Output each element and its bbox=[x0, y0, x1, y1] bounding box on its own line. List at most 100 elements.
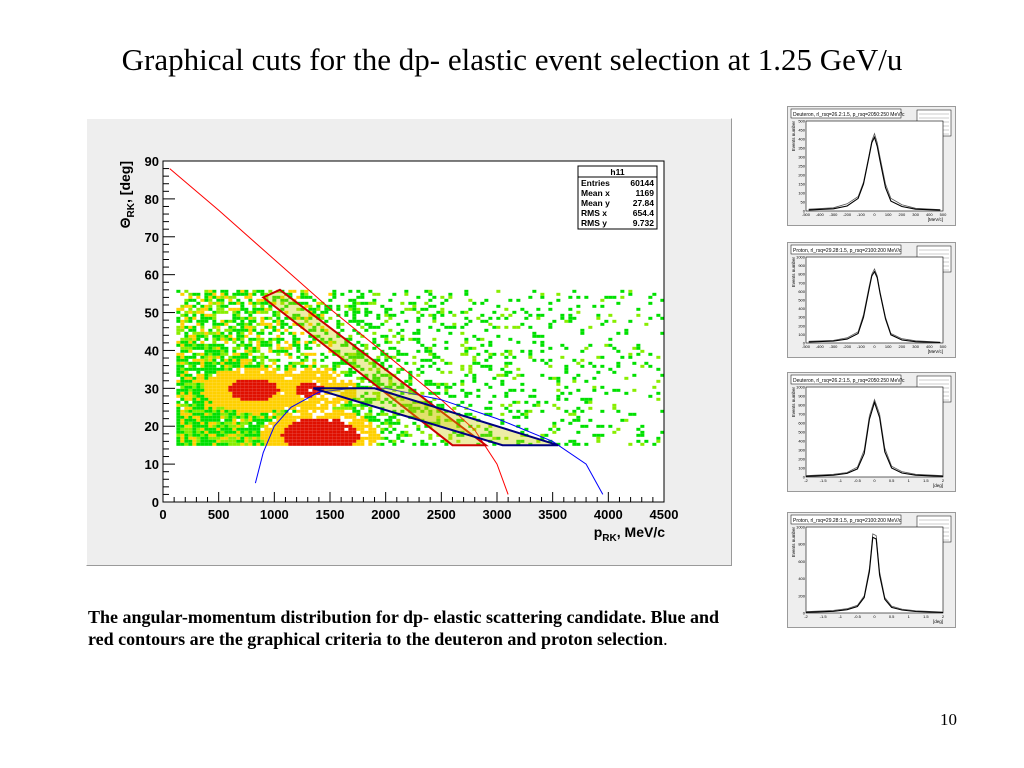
heatmap-cell bbox=[196, 379, 201, 383]
heatmap-cell bbox=[492, 310, 497, 314]
heatmap-cell bbox=[376, 382, 381, 386]
heatmap-cell bbox=[244, 388, 249, 392]
heatmap-cell bbox=[300, 433, 305, 437]
heatmap-cell bbox=[184, 406, 189, 410]
heatmap-cell bbox=[312, 400, 317, 404]
heatmap-cell bbox=[232, 427, 237, 431]
heatmap-cell bbox=[192, 316, 197, 320]
heatmap-cell bbox=[220, 358, 225, 362]
heatmap-cell bbox=[316, 322, 321, 326]
heatmap-cell bbox=[212, 409, 217, 413]
thumbnail-x-tick-label: 100 bbox=[885, 344, 892, 349]
thumbnail-x-tick-label: -400 bbox=[816, 212, 825, 217]
heatmap-cell bbox=[344, 391, 349, 395]
thumbnail-y-tick-label: 400 bbox=[798, 439, 805, 444]
heatmap-cell bbox=[328, 349, 333, 353]
heatmap-cell bbox=[220, 406, 225, 410]
heatmap-cell bbox=[312, 373, 317, 377]
heatmap-cell bbox=[380, 352, 385, 356]
heatmap-cell bbox=[280, 385, 285, 389]
heatmap-cell bbox=[204, 334, 209, 338]
heatmap-cell bbox=[224, 340, 229, 344]
thumbnail-proton-angle: Proton, rl_rsq=29.28:1.5, p_rsq=2100:200… bbox=[787, 512, 956, 628]
heatmap-cell bbox=[216, 421, 221, 425]
heatmap-cell bbox=[216, 307, 221, 311]
heatmap-cell bbox=[528, 394, 533, 398]
heatmap-cell bbox=[400, 310, 405, 314]
heatmap-cell bbox=[272, 439, 277, 443]
heatmap-cell bbox=[212, 433, 217, 437]
heatmap-cell bbox=[348, 421, 353, 425]
heatmap-cell bbox=[240, 322, 245, 326]
heatmap-cell bbox=[356, 319, 361, 323]
heatmap-cell bbox=[516, 400, 521, 404]
heatmap-cell bbox=[452, 430, 457, 434]
thumbnail-series-line bbox=[805, 536, 944, 614]
heatmap-cell bbox=[244, 292, 249, 296]
heatmap-cell bbox=[176, 421, 181, 425]
heatmap-cell bbox=[232, 442, 237, 446]
heatmap-cell bbox=[180, 349, 185, 353]
heatmap-cell bbox=[372, 379, 377, 383]
heatmap-cell bbox=[328, 373, 333, 377]
heatmap-cell bbox=[336, 427, 341, 431]
heatmap-cell bbox=[208, 406, 213, 410]
heatmap-cell bbox=[488, 355, 493, 359]
thumbnail-x-tick-label: -100 bbox=[857, 212, 866, 217]
heatmap-cell bbox=[188, 436, 193, 440]
heatmap-cell bbox=[388, 298, 393, 302]
heatmap-cell bbox=[212, 397, 217, 401]
heatmap-cell bbox=[340, 430, 345, 434]
heatmap-cell bbox=[180, 433, 185, 437]
heatmap-cell bbox=[468, 319, 473, 323]
heatmap-cell bbox=[340, 424, 345, 428]
heatmap-cell bbox=[572, 439, 577, 443]
heatmap-cell bbox=[220, 400, 225, 404]
heatmap-cell bbox=[260, 319, 265, 323]
heatmap-cell bbox=[276, 400, 281, 404]
heatmap-cell bbox=[384, 334, 389, 338]
heatmap-cell bbox=[540, 409, 545, 413]
heatmap-cell bbox=[180, 442, 185, 446]
heatmap-cell bbox=[528, 349, 533, 353]
heatmap-cell bbox=[308, 340, 313, 344]
heatmap-cell bbox=[304, 382, 309, 386]
heatmap-cell bbox=[208, 298, 213, 302]
heatmap-cell bbox=[244, 316, 249, 320]
heatmap-cell bbox=[236, 397, 241, 401]
heatmap-cell bbox=[324, 415, 329, 419]
heatmap-cell bbox=[348, 406, 353, 410]
stats-row-value: 654.4 bbox=[633, 208, 655, 218]
heatmap-cell bbox=[228, 418, 233, 422]
heatmap-cell bbox=[320, 403, 325, 407]
heatmap-cell bbox=[312, 427, 317, 431]
heatmap-cell bbox=[292, 391, 297, 395]
heatmap-cell bbox=[216, 325, 221, 329]
heatmap-cell bbox=[216, 370, 221, 374]
heatmap-cell bbox=[304, 388, 309, 392]
x-tick-label: 500 bbox=[208, 507, 230, 522]
heatmap-cell bbox=[196, 439, 201, 443]
heatmap-cell bbox=[248, 310, 253, 314]
heatmap-cell bbox=[284, 436, 289, 440]
heatmap-cell bbox=[212, 370, 217, 374]
heatmap-cell bbox=[592, 304, 597, 308]
heatmap-cell bbox=[196, 427, 201, 431]
thumbnail-header-box bbox=[790, 108, 902, 119]
thumbnail-y-tick-label: 150 bbox=[798, 182, 805, 187]
heatmap-cell bbox=[180, 424, 185, 428]
heatmap-cell bbox=[224, 304, 229, 308]
thumbnail-x-tick-label: 0 bbox=[873, 478, 876, 483]
heatmap-cell bbox=[652, 292, 657, 296]
heatmap-cell bbox=[276, 349, 281, 353]
heatmap-cell bbox=[392, 412, 397, 416]
heatmap-cell bbox=[296, 436, 301, 440]
heatmap-cell bbox=[220, 430, 225, 434]
heatmap-cell bbox=[276, 319, 281, 323]
heatmap-cell bbox=[364, 403, 369, 407]
heatmap-cell bbox=[256, 379, 261, 383]
heatmap-cell bbox=[180, 409, 185, 413]
heatmap-cell bbox=[260, 409, 265, 413]
thumbnail-y-tick-label: 0 bbox=[803, 475, 806, 480]
heatmap-cell bbox=[352, 328, 357, 332]
